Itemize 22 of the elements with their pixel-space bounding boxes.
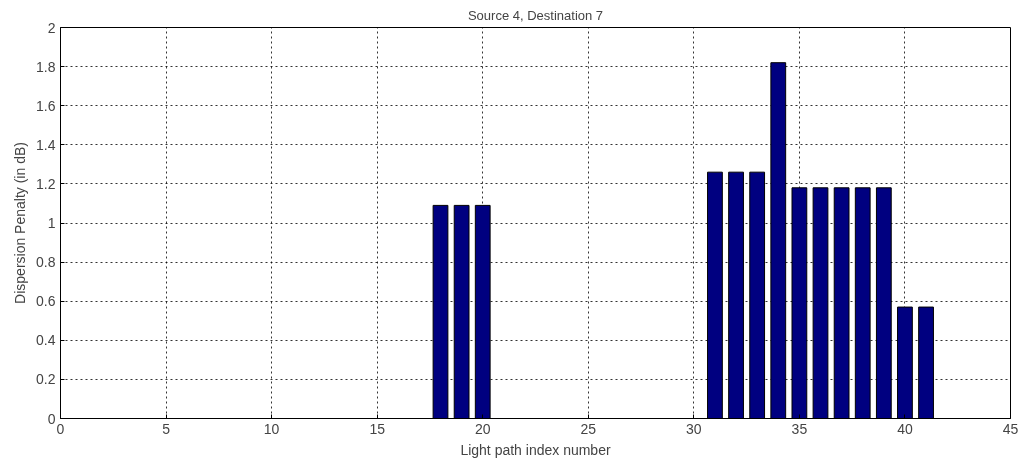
x-tick-label: 35	[791, 420, 808, 437]
x-tick-label: 45	[1002, 420, 1019, 437]
x-tick-label: 15	[369, 420, 386, 437]
y-axis-title: Dispersion Penalty (in dB)	[12, 142, 29, 304]
x-tick-label: 40	[897, 420, 913, 437]
x-tick-label: 20	[474, 420, 491, 437]
x-tick-label: 10	[263, 420, 280, 437]
y-tick-label: 1.4	[36, 136, 56, 153]
y-tick-label: 0.2	[36, 371, 56, 388]
x-tick-label: 5	[162, 420, 171, 437]
y-tick-label: 2	[47, 19, 56, 36]
x-tick-label: 30	[686, 420, 702, 437]
y-tick-label: 1	[47, 215, 56, 231]
y-tick-label: 1.6	[36, 97, 56, 114]
y-tick-label: 0.4	[36, 332, 56, 349]
chart-title: Source 4, Destination 7	[467, 7, 604, 23]
y-tick-label: 1.8	[36, 58, 56, 75]
y-tick-label: 0.8	[36, 254, 56, 271]
x-axis-title: Light path index number	[460, 441, 611, 458]
y-tick-label: 0.6	[36, 293, 56, 310]
x-tick-label: 25	[580, 420, 597, 437]
y-tick-label: 1.2	[36, 175, 56, 192]
